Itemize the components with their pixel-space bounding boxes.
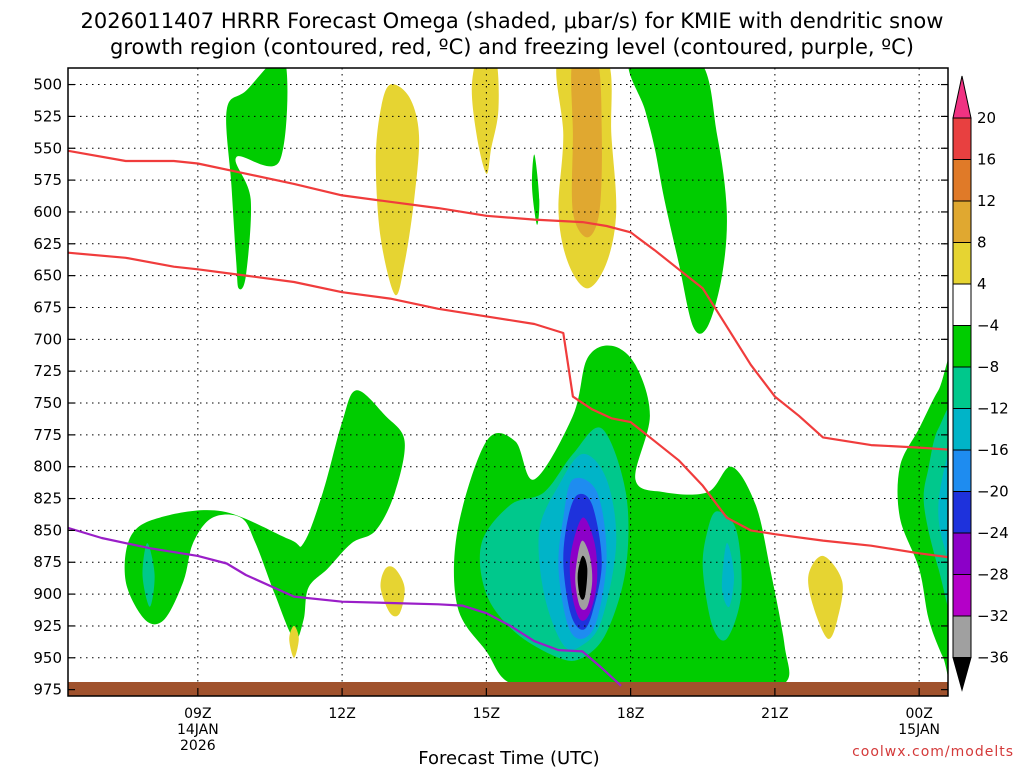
y-tick-label-550: 550 xyxy=(33,139,62,157)
x-tick-year-09Z: 2026 xyxy=(180,738,216,754)
colorbar-tick-3: 8 xyxy=(977,234,987,252)
y-tick-label-525: 525 xyxy=(33,107,62,125)
colorbar-tick-2: 12 xyxy=(977,192,996,210)
y-tick-label-850: 850 xyxy=(33,521,62,539)
credit-text: coolwx.com/modelts xyxy=(852,744,1014,760)
y-tick-label-925: 925 xyxy=(33,617,62,635)
y-tick-label-500: 500 xyxy=(33,76,62,94)
omega-region-20 xyxy=(938,454,948,559)
omega-region-0 xyxy=(226,68,288,290)
colorbar-swatch-7 xyxy=(952,366,972,409)
gridlines xyxy=(68,68,948,696)
colorbar-swatch-4 xyxy=(952,242,972,285)
y-tick-label-675: 675 xyxy=(33,298,62,316)
colorbar-tick-13: −36 xyxy=(977,649,1009,667)
colorbar-swatch-6 xyxy=(952,325,972,368)
omega-region-19 xyxy=(923,408,948,608)
chart-title: 2026011407 HRRR Forecast Omega (shaded, … xyxy=(81,9,944,33)
colorbar-swatch-1 xyxy=(952,117,972,160)
y-axis: 500 525 550 575 600 625 650 675 700 725 750 775 800 8… xyxy=(33,76,948,699)
omega-region-7 xyxy=(124,390,405,640)
colorbar-swatch-11 xyxy=(952,532,972,575)
colorbar-swatch-2 xyxy=(952,159,972,202)
colorbar-swatch-5 xyxy=(952,283,972,326)
contour-line-2 xyxy=(68,526,622,687)
contour-line-0 xyxy=(68,149,948,451)
x-tick-label-21Z: 21Z xyxy=(761,706,788,722)
colorbar-tick-12: −32 xyxy=(977,607,1009,625)
y-tick-label-725: 725 xyxy=(33,362,62,380)
omega-region-4 xyxy=(571,68,602,238)
colorbar-swatch-8 xyxy=(952,408,972,451)
omega-region-22 xyxy=(142,543,155,607)
terrain-ground xyxy=(68,682,948,696)
plot-frame xyxy=(67,67,949,697)
x-tick-label-12Z: 12Z xyxy=(328,706,355,722)
colorbar-swatch-12 xyxy=(952,574,972,617)
colorbar-swatch-3 xyxy=(952,200,972,243)
colorbar-swatch-9 xyxy=(952,449,972,492)
y-tick-label-625: 625 xyxy=(33,235,62,253)
omega-region-1 xyxy=(375,84,420,296)
x-tick-label-09Z: 09Z xyxy=(184,706,211,722)
omega-region-5 xyxy=(531,154,540,225)
colorbar-tick-9: −20 xyxy=(977,483,1009,501)
colorbar-tick-1: 16 xyxy=(977,151,996,169)
omega-region-16 xyxy=(702,511,742,641)
y-tick-label-600: 600 xyxy=(33,203,62,221)
y-tick-label-575: 575 xyxy=(33,171,62,189)
colorbar-top-arrow xyxy=(952,75,972,119)
contour-lines-layer xyxy=(68,149,948,687)
omega-region-15 xyxy=(577,555,588,600)
y-tick-label-950: 950 xyxy=(33,649,62,667)
x-tick-date-09Z: 14JAN xyxy=(177,722,219,738)
omega-region-24 xyxy=(289,625,299,658)
chart-title-line2: growth region (contoured, red, ºC) and f… xyxy=(110,35,914,59)
y-tick-label-650: 650 xyxy=(33,267,62,285)
y-tick-label-750: 750 xyxy=(33,394,62,412)
omega-region-2 xyxy=(471,68,499,174)
colorbar-tick-0: 20 xyxy=(977,109,996,127)
colorbar-tick-11: −28 xyxy=(977,566,1009,584)
y-tick-label-825: 825 xyxy=(33,490,62,508)
colorbar-swatch-13 xyxy=(952,615,972,658)
colorbar-bottom-arrow xyxy=(952,657,972,692)
omega-region-6 xyxy=(628,68,727,334)
colorbar-tick-5: −4 xyxy=(977,317,999,335)
contour-line-1 xyxy=(68,251,948,559)
colorbar-tick-6: −8 xyxy=(977,358,999,376)
x-axis-label: Forecast Time (UTC) xyxy=(418,748,599,768)
y-tick-label-775: 775 xyxy=(33,426,62,444)
x-tick-label-00Z: 00Z xyxy=(905,706,932,722)
colorbar-tick-7: −12 xyxy=(977,400,1009,418)
x-tick-date-00Z: 15JAN xyxy=(898,722,940,738)
omega-shading-layer xyxy=(124,68,948,691)
y-tick-label-975: 975 xyxy=(33,681,62,699)
omega-region-17 xyxy=(721,542,735,608)
omega-region-25 xyxy=(808,555,843,639)
y-tick-label-800: 800 xyxy=(33,458,62,476)
colorbar-tick-4: 4 xyxy=(977,275,987,293)
y-tick-label-875: 875 xyxy=(33,553,62,571)
colorbar: 20 16 12 8 4 −4 −8 −12 −16 −20 −24 −28 −32 −36 xyxy=(952,75,1009,692)
y-tick-label-700: 700 xyxy=(33,330,62,348)
x-tick-label-15Z: 15Z xyxy=(473,706,500,722)
colorbar-swatch-10 xyxy=(952,491,972,534)
colorbar-tick-10: −24 xyxy=(977,524,1009,542)
colorbar-tick-8: −16 xyxy=(977,441,1009,459)
x-tick-label-18Z: 18Z xyxy=(617,706,644,722)
y-tick-label-900: 900 xyxy=(33,585,62,603)
